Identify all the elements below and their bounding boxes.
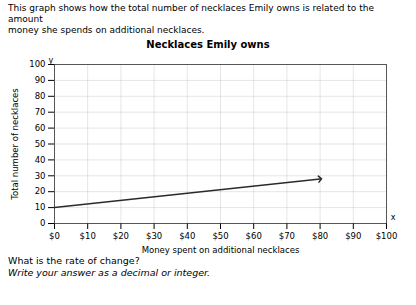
svg-text:90: 90 [35,75,46,85]
svg-text:$70: $70 [279,231,295,241]
html-text:money she spends on additional: money she spends on additional necklaces… [8,25,205,35]
svg-text:$0: $0 [49,231,60,241]
svg-text:Money spent on additional neck: Money spent on additional necklaces [142,245,300,255]
svg-text:10: 10 [35,202,46,212]
svg-text:0: 0 [40,218,45,228]
svg-text:30: 30 [35,171,46,181]
svg-text:40: 40 [35,155,46,165]
svg-text:$40: $40 [179,231,195,241]
html-text:Write your answer as a decimal: Write your answer as a decimal or intege… [8,267,211,278]
svg-text:Total number of necklaces: Total number of necklaces [10,88,20,201]
svg-text:60: 60 [35,123,46,133]
svg-text:$30: $30 [146,231,162,241]
svg-text:80: 80 [35,91,46,101]
svg-text:$80: $80 [312,231,328,241]
svg-text:100: 100 [29,59,45,69]
html-text:This graph shows how the total: This graph shows how the total number of… [8,3,374,24]
html-text:What is the rate of change?: What is the rate of change? [8,255,140,266]
svg-text:$60: $60 [246,231,262,241]
svg-text:70: 70 [35,107,46,117]
html-text:Necklaces Emily owns: Necklaces Emily owns [146,39,270,50]
svg-text:y: y [49,56,54,65]
svg-text:20: 20 [35,186,46,196]
svg-text:$100: $100 [376,231,398,241]
svg-text:$90: $90 [345,231,361,241]
svg-text:$20: $20 [113,231,129,241]
svg-text:$50: $50 [212,231,228,241]
svg-text:$10: $10 [80,231,96,241]
svg-text:50: 50 [35,139,46,149]
svg-text:x: x [391,213,396,222]
